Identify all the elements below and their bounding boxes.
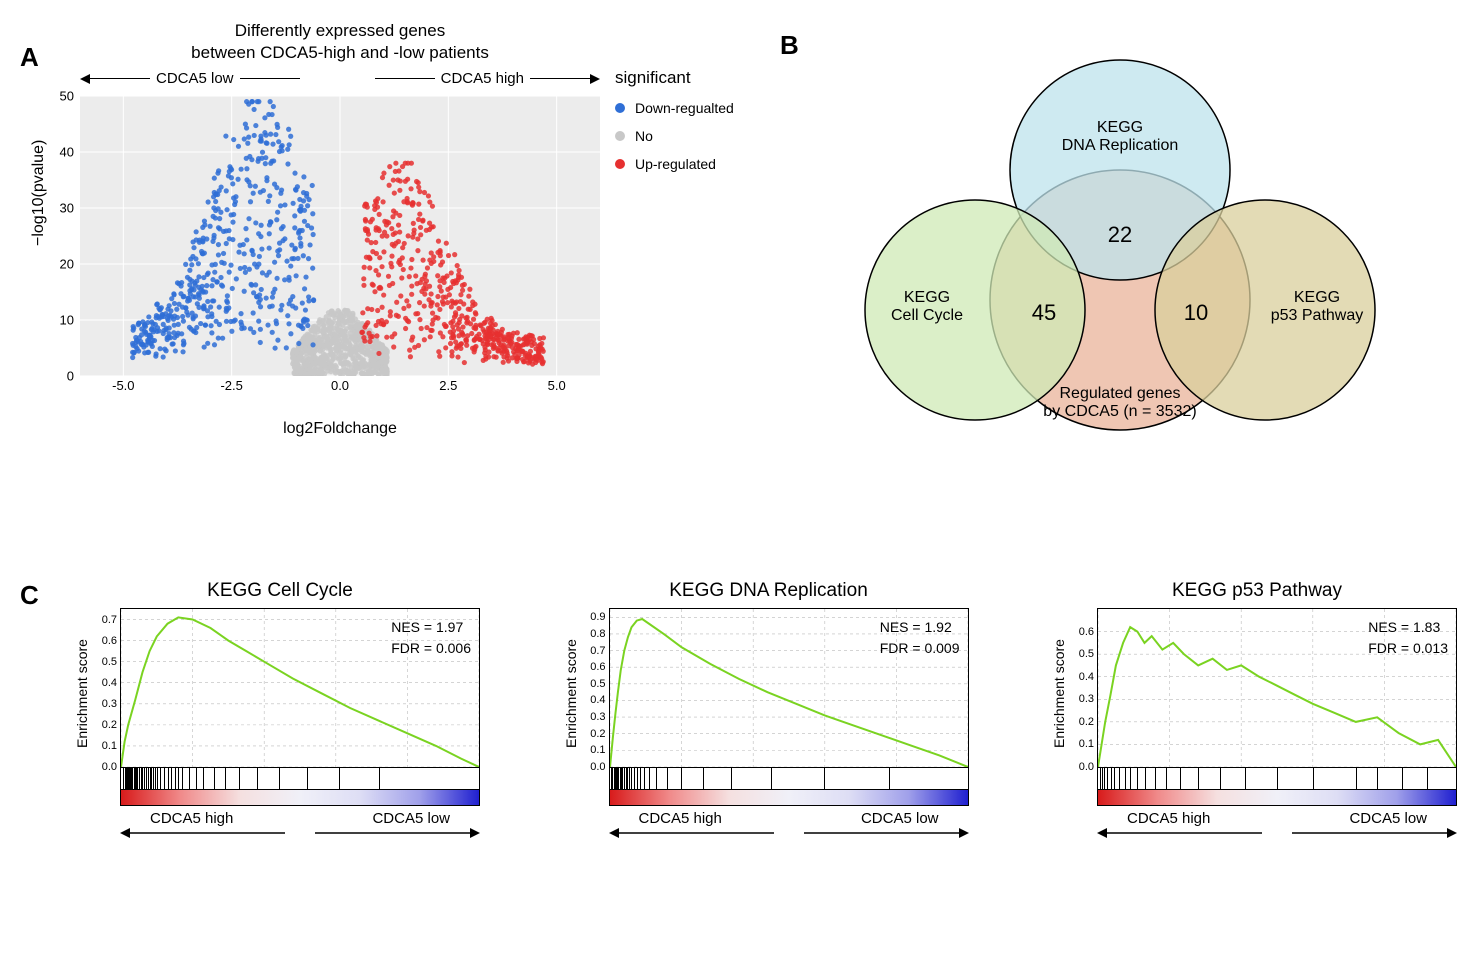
volcano-x-ticks: -5.0-2.50.02.55.0 <box>80 376 600 396</box>
gsea-chart: NES = 1.92FDR = 0.0090.00.10.20.30.40.50… <box>609 608 969 768</box>
gsea-title: KEGG Cell Cycle <box>80 580 480 602</box>
gsea-arrow-row: CDCA5 high CDCA5 low <box>120 810 480 836</box>
volcano-plot-area <box>80 96 600 376</box>
volcano-y-ticks: 01020304050 <box>50 96 76 376</box>
gsea-stats: NES = 1.97FDR = 0.006 <box>391 617 471 659</box>
arrow-left-label: CDCA5 low <box>156 70 234 87</box>
legend-label: Up-regulated <box>635 156 716 172</box>
gsea-rug <box>1097 768 1457 790</box>
arrow-right-line2 <box>530 78 590 80</box>
volcano-x-label: log2Foldchange <box>80 420 600 438</box>
svg-text:Cell Cycle: Cell Cycle <box>891 307 963 324</box>
gsea-chart: NES = 1.97FDR = 0.0060.00.10.20.30.40.50… <box>120 608 480 768</box>
gsea-rug <box>609 768 969 790</box>
legend-item: Down-regualted <box>615 100 734 116</box>
gsea-right-label: CDCA5 low <box>1349 810 1427 827</box>
volcano-y-label: −log10(pvalue) <box>30 140 48 246</box>
svg-text:by CDCA5 (n = 3532): by CDCA5 (n = 3532) <box>1043 403 1196 420</box>
arrow-left-group: CDCA5 low <box>80 70 300 87</box>
gsea-left-label: CDCA5 high <box>639 810 722 827</box>
legend-item: Up-regulated <box>615 156 734 172</box>
gsea-gradient <box>120 790 480 806</box>
gsea-fdr: FDR = 0.009 <box>880 638 960 659</box>
volcano-title-line2: between CDCA5-high and -low patients <box>191 43 489 62</box>
gsea-plot: KEGG Cell CycleEnrichment scoreNES = 1.9… <box>80 580 480 836</box>
legend-label: No <box>635 128 653 144</box>
gsea-arrow-row: CDCA5 high CDCA5 low <box>1097 810 1457 836</box>
svg-text:KEGG: KEGG <box>904 289 950 306</box>
legend-label: Down-regualted <box>635 100 734 116</box>
svg-text:KEGG: KEGG <box>1294 289 1340 306</box>
gsea-row: KEGG Cell Cycle Enrichment score NES = 1.9… <box>20 580 1457 836</box>
gsea-chart: NES = 1.83FDR = 0.0130.00.10.20.30.40.50… <box>1097 608 1457 768</box>
gsea-stats: NES = 1.83FDR = 0.013 <box>1368 617 1448 659</box>
figure-container: A B C Differently expressed genes betwee… <box>20 20 1457 954</box>
svg-text:45: 45 <box>1032 300 1056 325</box>
volcano-svg <box>80 96 600 376</box>
arrow-right-group: CDCA5 high <box>375 70 600 87</box>
arrow-right-icon <box>590 74 600 84</box>
gsea-nes: NES = 1.97 <box>391 617 471 638</box>
svg-text:10: 10 <box>1184 300 1208 325</box>
svg-text:p53 Pathway: p53 Pathway <box>1271 307 1364 324</box>
svg-text:DNA Replication: DNA Replication <box>1062 137 1179 154</box>
arrow-right-label: CDCA5 high <box>441 70 524 87</box>
gsea-stats: NES = 1.92FDR = 0.009 <box>880 617 960 659</box>
arrow-right-line <box>375 78 435 80</box>
svg-text:KEGG: KEGG <box>1097 119 1143 136</box>
gsea-rug <box>120 768 480 790</box>
gsea-plot: KEGG p53 PathwayEnrichment scoreNES = 1.… <box>1057 580 1457 836</box>
gsea-right-label: CDCA5 low <box>861 810 939 827</box>
arrow-left-line2 <box>240 78 300 80</box>
gsea-fdr: FDR = 0.006 <box>391 638 471 659</box>
gsea-y-label: Enrichment score <box>563 639 579 748</box>
volcano-title-line1: Differently expressed genes <box>235 21 445 40</box>
venn-svg: KEGGDNA ReplicationKEGGCell CycleKEGGp53… <box>800 20 1440 460</box>
gsea-gradient <box>1097 790 1457 806</box>
gsea-nes: NES = 1.92 <box>880 617 960 638</box>
gsea-fdr: FDR = 0.013 <box>1368 638 1448 659</box>
legend-dot-icon <box>615 131 625 141</box>
panel-a-volcano: Differently expressed genes between CDCA… <box>20 20 740 440</box>
legend-item: No <box>615 128 734 144</box>
gsea-nes: NES = 1.83 <box>1368 617 1448 638</box>
volcano-title: Differently expressed genes between CDCA… <box>80 20 600 64</box>
gsea-title: KEGG p53 Pathway <box>1057 580 1457 602</box>
panel-c-gsea: KEGG Cell Cycle Enrichment score NES = 1.9… <box>20 580 1457 940</box>
gsea-arrow-row: CDCA5 high CDCA5 low <box>609 810 969 836</box>
svg-text:22: 22 <box>1108 222 1132 247</box>
svg-text:Regulated genes: Regulated genes <box>1060 385 1181 402</box>
panel-b-venn: KEGGDNA ReplicationKEGGCell CycleKEGGp53… <box>780 20 1460 460</box>
volcano-legend-title: significant <box>615 68 734 88</box>
gsea-plot: KEGG DNA ReplicationEnrichment scoreNES … <box>569 580 969 836</box>
volcano-arrow-row: CDCA5 low CDCA5 high <box>80 70 600 92</box>
arrow-left-line <box>90 78 150 80</box>
legend-dot-icon <box>615 159 625 169</box>
gsea-right-label: CDCA5 low <box>372 810 450 827</box>
gsea-left-label: CDCA5 high <box>150 810 233 827</box>
gsea-left-label: CDCA5 high <box>1127 810 1210 827</box>
gsea-y-label: Enrichment score <box>74 639 90 748</box>
legend-dot-icon <box>615 103 625 113</box>
gsea-y-label: Enrichment score <box>1051 639 1067 748</box>
gsea-title: KEGG DNA Replication <box>569 580 969 602</box>
volcano-legend: significant Down-regualted No Up-regulated <box>615 68 734 184</box>
arrow-left-icon <box>80 74 90 84</box>
gsea-gradient <box>609 790 969 806</box>
